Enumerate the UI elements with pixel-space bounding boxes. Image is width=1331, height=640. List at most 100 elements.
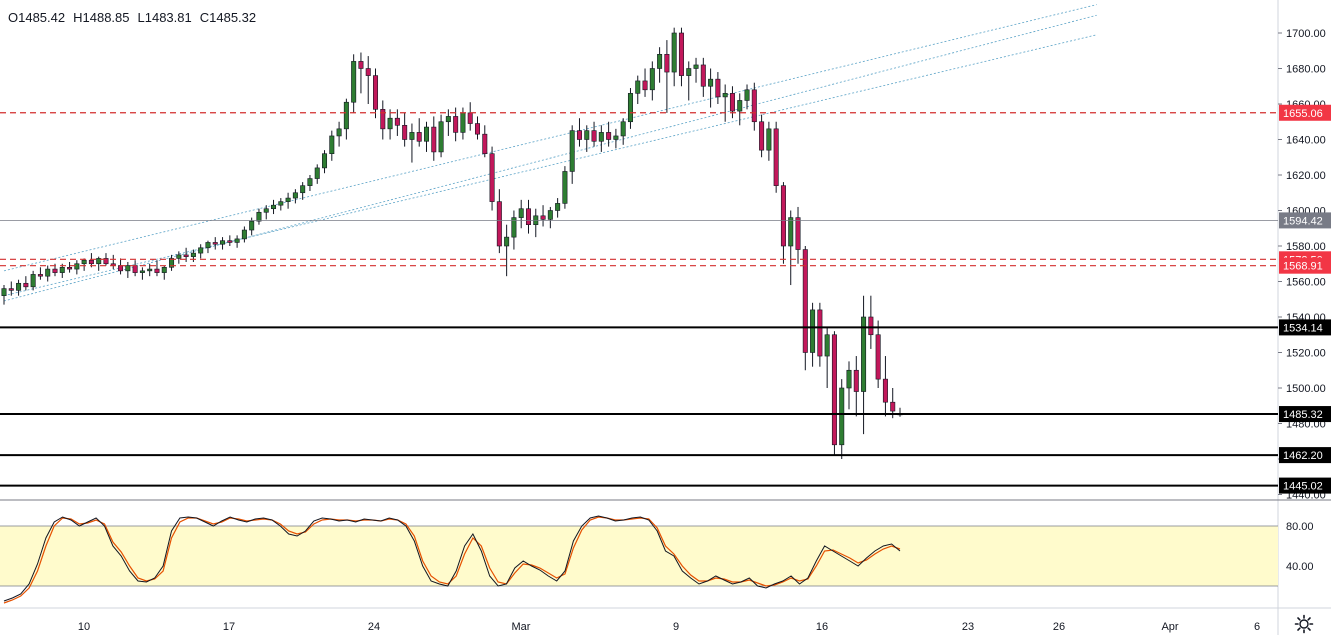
time-tick-label: 24 xyxy=(368,621,380,633)
price-tick-label: 1500.00 xyxy=(1286,383,1326,395)
candle-body xyxy=(766,128,772,151)
candle-body xyxy=(795,217,801,250)
candle-body xyxy=(409,132,415,140)
candle-body xyxy=(737,100,743,112)
candle-body xyxy=(23,282,29,288)
candle-body xyxy=(212,242,218,245)
ohlc-high-value: H1488.85 xyxy=(73,10,130,25)
candle-body xyxy=(81,259,87,265)
candle-body xyxy=(890,401,896,412)
price-level-badge xyxy=(1279,477,1331,494)
candle-body xyxy=(445,116,451,123)
candle-body xyxy=(132,265,138,273)
price-level-label: 1655.06 xyxy=(1283,108,1323,120)
candle-body xyxy=(387,117,393,130)
candle-body xyxy=(278,201,284,206)
candle-body xyxy=(584,130,590,140)
candle-body xyxy=(103,258,109,265)
candle-body xyxy=(431,126,437,153)
candle-body xyxy=(380,109,386,130)
candle-body xyxy=(460,112,466,133)
stochastic-k-line xyxy=(3,515,901,602)
candle-body xyxy=(569,130,575,172)
candle-body xyxy=(336,128,342,137)
candle-body xyxy=(365,68,371,76)
candle-body xyxy=(300,185,306,194)
candle-body xyxy=(846,369,852,389)
candle-body xyxy=(88,259,94,265)
time-tick-label: 17 xyxy=(223,621,235,633)
candle-body xyxy=(664,53,670,73)
ohlc-low-value: L1483.81 xyxy=(137,10,192,25)
candle-body xyxy=(511,217,517,238)
candle-body xyxy=(322,153,328,169)
candle-body xyxy=(759,121,765,151)
ohlc-close-value: C1485.32 xyxy=(199,10,257,25)
candle-body xyxy=(343,101,349,130)
candle-body xyxy=(16,282,22,291)
candle-body xyxy=(576,130,582,140)
candle-body xyxy=(249,220,255,231)
candle-body xyxy=(118,265,124,272)
price-level-badge xyxy=(1279,104,1331,121)
price-tick-label: 1520.00 xyxy=(1286,348,1326,360)
candle-body xyxy=(678,32,684,76)
candle-body xyxy=(351,61,357,103)
price-tick-label: 1640.00 xyxy=(1286,135,1326,147)
candle-body xyxy=(773,128,779,186)
candle-body xyxy=(744,89,750,101)
candle-body xyxy=(285,197,291,202)
candle-body xyxy=(729,93,735,112)
candle-body xyxy=(810,309,816,353)
candle-body xyxy=(722,93,728,98)
candle-body xyxy=(868,316,874,336)
candle-body xyxy=(416,132,422,142)
candle-body xyxy=(176,254,182,259)
ohlc-open-value: O1485.42 xyxy=(8,10,66,25)
candle-body xyxy=(635,80,641,94)
gear-icon[interactable] xyxy=(1294,614,1314,634)
price-tick-label: 1580.00 xyxy=(1286,241,1326,253)
candle-body xyxy=(125,265,131,272)
candle-body xyxy=(402,125,408,140)
candle-body xyxy=(154,268,160,273)
price-level-badge xyxy=(1279,212,1331,229)
price-tick-label: 1700.00 xyxy=(1286,28,1326,40)
price-level-label: 1594.42 xyxy=(1283,215,1323,227)
time-tick-label: 26 xyxy=(1053,621,1065,633)
candle-body xyxy=(329,135,335,154)
candle-body xyxy=(489,153,495,202)
candle-body xyxy=(190,252,196,257)
candle-body xyxy=(715,78,721,98)
candle-body xyxy=(205,242,211,249)
candle-body xyxy=(1,288,7,297)
candle-body xyxy=(751,89,757,123)
time-tick-label: 10 xyxy=(78,621,90,633)
candle-body xyxy=(598,132,604,142)
time-tick-label: 16 xyxy=(816,621,828,633)
candle-body xyxy=(817,309,823,357)
candle-body xyxy=(591,130,597,142)
time-tick-label: 23 xyxy=(962,621,974,633)
price-level-label: 1568.91 xyxy=(1283,261,1323,273)
candle-body xyxy=(227,240,233,243)
price-tick-label: 1620.00 xyxy=(1286,170,1326,182)
candle-body xyxy=(788,217,794,247)
candle-body xyxy=(620,121,626,137)
candle-body xyxy=(882,378,888,403)
candle-body xyxy=(657,53,663,69)
price-level-badge xyxy=(1279,406,1331,423)
candle-body xyxy=(504,236,510,247)
candle-body xyxy=(271,204,277,210)
candle-body xyxy=(234,238,240,243)
price-level-label: 1534.14 xyxy=(1283,322,1323,334)
candle-body xyxy=(482,133,488,155)
candle-body xyxy=(37,274,43,277)
candle-body xyxy=(562,171,568,204)
candle-body xyxy=(453,116,459,133)
candle-body xyxy=(700,64,706,87)
trend-channel-line xyxy=(3,34,1097,297)
candle-body xyxy=(671,32,677,73)
